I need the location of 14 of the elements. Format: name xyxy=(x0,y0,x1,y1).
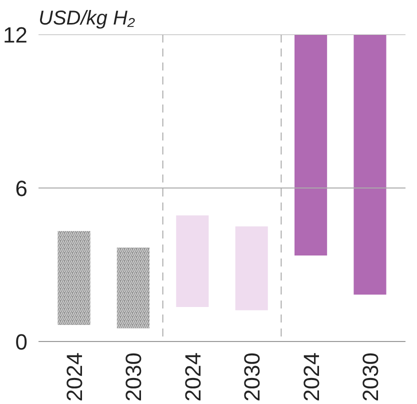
x-tick-label: 2024 xyxy=(298,352,324,402)
y-tick-label: 6 xyxy=(15,176,28,201)
bar xyxy=(176,215,209,307)
bar xyxy=(354,34,386,295)
x-tick-label: 2024 xyxy=(180,352,206,402)
y-axis-title: USD/kg H₂ xyxy=(38,8,136,30)
bar xyxy=(294,34,328,256)
x-tick-label: 2030 xyxy=(121,352,146,402)
x-tick-label: 2030 xyxy=(358,352,383,402)
x-tick-label: 2024 xyxy=(62,352,88,402)
y-tick-label: 0 xyxy=(15,330,28,354)
bar xyxy=(235,226,268,310)
x-tick-label: 2030 xyxy=(240,352,265,402)
y-tick-label: 12 xyxy=(3,22,28,48)
